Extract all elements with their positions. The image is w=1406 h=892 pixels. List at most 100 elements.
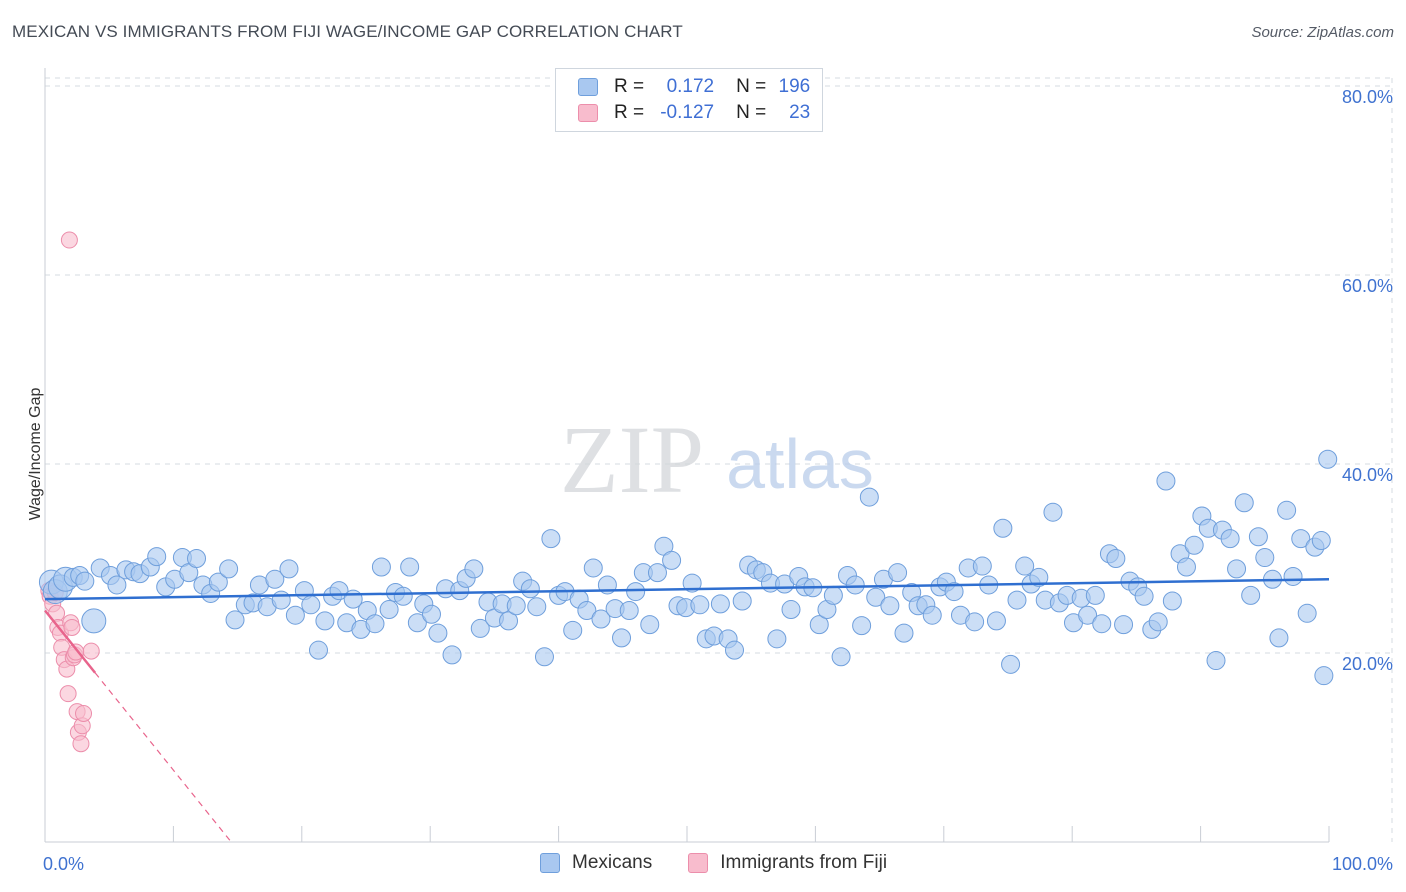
data-point-mexican [534,647,554,667]
data-point-mexican [279,559,299,579]
data-point-mexican [464,559,484,579]
fiji-points [40,231,100,753]
legend: R = 0.172 N = 196 R = -0.127 N = 23 [555,68,823,132]
data-point-fiji [59,685,77,703]
data-point-mexican [1241,585,1261,605]
y-tick-label: 40.0% [1342,465,1393,485]
data-point-mexican [852,616,872,636]
data-point-mexican [75,571,95,591]
bottom-legend-mexicans[interactable]: Mexicans [540,852,652,874]
bottom-legend-swatch-fiji [688,853,709,873]
mexican-points [38,449,1338,686]
axes [44,68,1330,843]
data-point-mexican [640,615,660,635]
data-point-mexican [1148,612,1168,632]
data-point-fiji [82,642,100,660]
y-tick-label: 60.0% [1342,276,1393,296]
x-tick-label-start: 0.0% [43,854,84,874]
data-point-mexican [1227,559,1247,579]
data-point-mexican [1314,666,1334,686]
data-point-mexican [1078,605,1098,625]
data-point-mexican [986,611,1006,631]
trend-lines [44,578,1330,843]
bottom-legend-fiji[interactable]: Immigrants from Fiji [688,852,887,874]
data-point-mexican [710,594,730,614]
data-point-mexican [371,557,391,577]
data-point-mexican [922,605,942,625]
bottom-legend-label-mexicans: Mexicans [572,852,653,873]
gridlines [45,77,1393,842]
data-point-mexican [421,604,441,624]
y-tick-label: 80.0% [1342,87,1393,107]
data-point-mexican [866,587,886,607]
data-point-mexican [845,575,865,595]
bottom-legend: Mexicans Immigrants from Fiji [540,852,923,874]
tick-labels: 20.0% 40.0% 60.0% 80.0% 0.0% 100.0% [43,87,1393,874]
data-point-mexican [219,559,239,579]
legend-n-value: 196 [778,76,811,97]
data-point-mexican [1106,549,1126,568]
data-point-mexican [732,591,752,611]
data-point-mexican [1291,529,1311,549]
watermark-zip: ZIP [560,406,704,513]
data-point-mexican [1029,567,1049,587]
data-point-mexican [619,600,639,620]
data-point-mexican [271,590,291,610]
data-point-mexican [1297,603,1317,623]
data-point-mexican [1001,654,1021,674]
data-point-fiji [60,231,78,249]
data-point-mexican [285,605,305,625]
data-point-fiji [72,735,90,753]
data-point-mexican [859,487,879,507]
trend-line-fiji-extension [94,672,232,843]
data-point-mexican [1114,615,1134,635]
data-point-mexican [612,628,632,648]
data-point-mexican [1283,566,1303,586]
data-point-mexican [520,579,540,599]
data-point-mexican [965,612,985,632]
legend-r-value: 0.172 [666,76,715,97]
legend-row-mexicans: R = 0.172 N = 196 [578,75,810,99]
data-point-mexican [809,615,829,635]
data-point-mexican [972,556,992,576]
data-point-mexican [894,623,914,643]
legend-n-label: N = [736,102,767,123]
data-point-mexican [208,572,228,592]
data-point-mexican [442,645,462,665]
source-credit: Source: ZipAtlas.com [1251,24,1394,41]
data-point-mexican [107,575,127,595]
data-point-mexican [301,595,321,615]
data-point-mexican [767,629,787,649]
data-point-mexican [1234,493,1254,513]
data-point-mexican [725,640,745,660]
data-point-mexican [379,600,399,620]
data-point-mexican [187,549,207,568]
data-point-mexican [428,623,448,643]
data-point-mexican [682,573,702,593]
data-point-mexican [1015,556,1035,576]
data-point-mexican [823,585,843,605]
data-point-mexican [541,529,561,549]
data-point-mexican [1255,548,1275,568]
data-point-mexican [880,596,900,616]
bottom-legend-swatch-mexicans [540,853,560,873]
data-point-mexican [265,569,285,589]
watermark-atlas: atlas [726,425,874,503]
data-point-mexican [577,600,597,620]
legend-r-label: R = [614,76,645,97]
data-point-mexican [225,610,245,630]
data-point-mexican [944,582,964,602]
data-point-mexican [888,563,908,583]
data-point-mexican [1007,590,1027,610]
data-point-mexican [81,608,107,634]
legend-n-value: 23 [789,102,811,123]
data-point-mexican [1134,586,1154,606]
legend-swatch-fiji [578,104,598,122]
watermark: ZIP atlas [560,406,874,513]
data-point-mexican [365,614,385,634]
legend-swatch-mexicans [578,78,598,96]
bottom-legend-label-fiji: Immigrants from Fiji [720,852,888,873]
data-point-mexican [781,600,801,620]
data-point-mexican [1318,449,1338,469]
